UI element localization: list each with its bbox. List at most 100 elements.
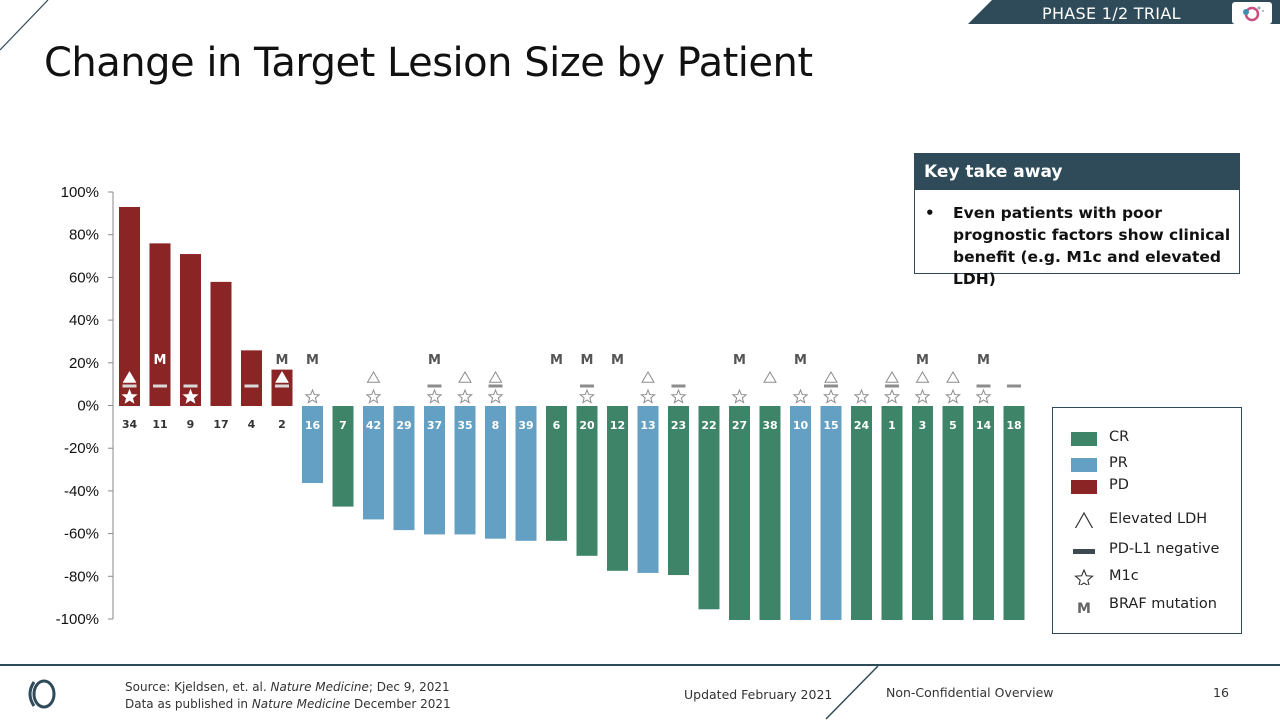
m1c-star-icon <box>914 388 931 404</box>
legend-swatch-pd <box>1071 480 1097 494</box>
bar-patient-4 <box>241 350 262 406</box>
m1c-star-icon <box>426 388 443 404</box>
data-journal: Nature Medicine <box>251 697 351 711</box>
bar-patient-24 <box>851 406 872 620</box>
patient-label: 4 <box>248 418 256 431</box>
phase-banner-label: PHASE 1/2 TRIAL <box>1042 4 1181 23</box>
m1c-star-icon <box>945 388 961 404</box>
m1c-star-icon <box>365 388 382 404</box>
patient-label: 13 <box>640 419 655 432</box>
m1c-star-icon <box>975 388 992 404</box>
waterfall-chart: 100%80%60%40%20%0%-20%-40%-60%-80%-100% … <box>56 184 1025 628</box>
braf-mutation-marker: M <box>977 353 990 368</box>
bar-patient-29 <box>393 406 415 531</box>
y-axis: 100% 80% 60% 40% 20% 0% -20% -40% -60% -80% -100% <box>56 184 114 628</box>
y-tick-label: -40% <box>64 483 99 500</box>
data-suffix: December 2021 <box>350 697 451 711</box>
patient-label: 9 <box>187 418 195 431</box>
m1c-star-icon <box>487 388 504 404</box>
pd-l1-negative-icon <box>153 384 167 388</box>
legend-symbol <box>1071 480 1097 494</box>
pd-l1-negative-icon <box>976 384 991 388</box>
bar-patient-9 <box>180 254 201 406</box>
source-suffix: ; Dec 9, 2021 <box>368 680 450 694</box>
patient-label: 35 <box>457 419 472 432</box>
patient-label: 38 <box>762 419 777 432</box>
bar-patient-2 <box>271 369 293 406</box>
legend-label: PD-L1 negative <box>1109 541 1220 557</box>
braf-mutation-icon: M <box>1077 601 1091 613</box>
patient-label: 12 <box>610 419 625 432</box>
m1c-star-icon <box>304 388 321 404</box>
legend-symbol <box>1071 458 1097 472</box>
patient-label: 22 <box>701 419 716 432</box>
braf-mutation-marker: M <box>733 353 746 368</box>
braf-mutation-marker: M <box>581 353 594 368</box>
elevated-ldh-icon <box>275 371 289 383</box>
bar-patient-16 <box>302 406 323 484</box>
legend-label: BRAF mutation <box>1109 596 1217 612</box>
pd-l1-negative-icon <box>885 384 899 388</box>
key-takeaway-body: • Even patients with poor prognostic fac… <box>915 190 1239 290</box>
y-tick-label: -60% <box>64 526 99 543</box>
braf-mutation-marker: M <box>916 353 929 368</box>
bar-patient-10 <box>790 406 811 620</box>
elevated-ldh-icon <box>458 371 472 383</box>
pd-l1-negative-icon <box>244 384 259 388</box>
pd-l1-negative-icon <box>1007 384 1021 388</box>
elevated-ldh-icon <box>641 371 655 383</box>
m1c-star-icon <box>823 388 839 404</box>
bar-patient-8 <box>485 406 506 539</box>
source-journal: Nature Medicine <box>270 680 369 694</box>
pd-l1-negative-icon <box>580 384 594 388</box>
patient-label: 5 <box>949 419 957 432</box>
patient-label: 8 <box>492 419 500 432</box>
bar-patient-11 <box>149 243 171 406</box>
patient-label: 2 <box>278 418 286 431</box>
patient-label: 1 <box>888 419 896 432</box>
patient-label: 23 <box>671 419 686 432</box>
legend-symbol <box>1074 569 1094 585</box>
bar-patient-7 <box>332 406 354 507</box>
pd-l1-negative-icon <box>488 384 503 388</box>
y-tick-label: -20% <box>64 440 99 457</box>
m1c-star-icon <box>579 388 595 404</box>
elevated-ldh-icon <box>122 371 137 383</box>
bar-patient-13 <box>637 406 659 573</box>
elevated-ldh-icon <box>885 371 899 383</box>
pd-l1-negative-icon <box>122 384 137 388</box>
patient-label: 42 <box>366 419 381 432</box>
legend-item-pd: PD <box>1053 475 1241 497</box>
patient-label: 14 <box>976 419 992 432</box>
bar-patient-22 <box>698 406 720 610</box>
y-tick-label: -100% <box>56 611 99 628</box>
legend-label: Elevated LDH <box>1109 511 1208 527</box>
patient-label: 29 <box>396 419 411 432</box>
patient-label: 37 <box>427 419 442 432</box>
patient-label: 27 <box>732 419 747 432</box>
legend-symbol: M <box>1077 601 1091 613</box>
bar-patient-12 <box>607 406 628 571</box>
y-tick-label: 100% <box>61 184 99 201</box>
phase-banner <box>968 0 1280 24</box>
bar-patient-34 <box>119 206 140 406</box>
elevated-ldh-icon <box>915 371 930 383</box>
pd-l1-negative-icon <box>824 384 838 388</box>
elevated-ldh-icon <box>946 371 960 383</box>
page-number: 16 <box>1213 685 1229 700</box>
bar-patient-14 <box>973 406 994 620</box>
legend-label: M1c <box>1109 568 1139 584</box>
patient-label: 3 <box>919 419 927 432</box>
pd-l1-negative-icon <box>275 384 289 388</box>
bar-patient-20 <box>576 406 598 556</box>
y-tick-label: -80% <box>64 568 99 585</box>
bullet: • <box>925 204 935 222</box>
source-prefix: Source: Kjeldsen, et. al. <box>125 680 271 694</box>
elevated-ldh-icon <box>366 371 381 383</box>
braf-mutation-marker: M <box>794 353 807 368</box>
patient-label: 20 <box>579 419 595 432</box>
bar-patient-35 <box>454 406 476 535</box>
patient-label: 24 <box>854 419 870 432</box>
document-label: Non-Confidential Overview <box>886 685 1054 700</box>
